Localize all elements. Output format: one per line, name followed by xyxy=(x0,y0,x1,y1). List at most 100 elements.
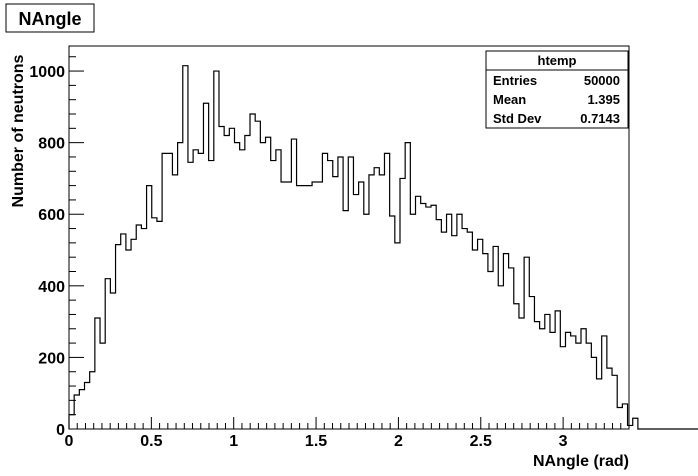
histogram-bin xyxy=(607,368,612,429)
x-tick-label: 3 xyxy=(559,433,568,450)
histogram-bin xyxy=(286,182,291,429)
stats-box-frame xyxy=(485,50,629,129)
histogram-bin xyxy=(198,153,203,429)
histogram-bin xyxy=(297,186,302,429)
stats-mean-label: Mean xyxy=(493,92,526,107)
stats-box: htemp Entries 50000 Mean 1.395 Std Dev 0… xyxy=(485,50,629,129)
histogram-bin xyxy=(467,232,472,429)
histogram-bin xyxy=(121,234,126,429)
y-axis: 0 200 400 600 800 1000 xyxy=(29,56,84,439)
histogram-bin xyxy=(586,343,591,429)
stats-stddev-value: 0.7143 xyxy=(580,111,620,126)
chart-title: NAngle xyxy=(19,9,82,29)
histogram-bin xyxy=(126,250,131,429)
histogram-bin xyxy=(493,246,498,429)
y-tick-label: 0 xyxy=(56,422,65,439)
histogram-bin xyxy=(498,286,503,429)
y-tick-label: 1000 xyxy=(29,64,65,81)
histogram-bin xyxy=(421,203,426,429)
histogram-bin xyxy=(100,343,105,429)
histogram-bin xyxy=(333,177,338,429)
histogram-bin xyxy=(224,135,229,429)
histogram-bin xyxy=(188,162,193,429)
stats-entries-label: Entries xyxy=(493,73,537,88)
histogram-bin xyxy=(410,214,415,429)
histogram-bin xyxy=(136,225,141,429)
histogram-bin xyxy=(384,153,389,429)
histogram-bin xyxy=(447,214,452,429)
histogram-bin xyxy=(612,375,617,429)
x-tick-label: 2.5 xyxy=(470,433,492,450)
title-box-frame xyxy=(5,3,95,33)
histogram-bin xyxy=(555,311,560,429)
histogram-bin xyxy=(472,250,477,429)
histogram-bin xyxy=(281,182,286,429)
histogram-bin xyxy=(359,182,364,429)
histogram-bin xyxy=(105,279,110,429)
histogram-bin xyxy=(452,236,457,429)
histogram-bin xyxy=(478,239,483,429)
histogram-bin xyxy=(255,121,260,429)
histogram-bin xyxy=(110,293,115,429)
histogram-bin xyxy=(529,297,534,429)
histogram-bin xyxy=(302,186,307,429)
histogram-bin xyxy=(622,404,627,429)
histogram-bin xyxy=(203,103,208,429)
histogram-bin xyxy=(85,382,90,429)
histogram-bin xyxy=(581,329,586,429)
histogram-bin xyxy=(436,220,441,429)
histogram-bin xyxy=(193,150,198,429)
histogram-bin xyxy=(141,229,146,429)
histogram-bin xyxy=(183,66,188,429)
histogram-bin xyxy=(483,254,488,429)
histogram-bin xyxy=(426,207,431,429)
histogram-bin xyxy=(209,161,214,429)
histogram-bin xyxy=(457,214,462,429)
histogram-bin xyxy=(379,175,384,429)
histogram-bin xyxy=(250,114,255,429)
stats-title: htemp xyxy=(538,53,577,68)
histogram-bin xyxy=(90,372,95,429)
histogram-bin xyxy=(534,322,539,429)
histogram-bin xyxy=(395,243,400,429)
title-box: NAngle xyxy=(5,3,95,33)
histogram-bin xyxy=(271,161,276,429)
x-axis-label: NAngle (rad) xyxy=(533,453,629,470)
histogram-bin xyxy=(524,257,529,429)
histogram-bin xyxy=(317,182,322,429)
stats-entries-value: 50000 xyxy=(584,73,620,88)
histogram-bin xyxy=(441,232,446,429)
y-axis-label: Number of neutrons xyxy=(10,54,27,207)
histogram-bin xyxy=(157,221,162,429)
histogram-bin xyxy=(514,304,519,429)
histogram-bin xyxy=(245,135,250,429)
x-axis: 0 0.5 1 1.5 2 2.5 3 xyxy=(65,417,630,450)
histogram-bin xyxy=(79,390,84,429)
histogram-bin xyxy=(147,186,152,429)
histogram-bin xyxy=(338,157,343,429)
histogram-bin xyxy=(503,254,508,429)
histogram-bin xyxy=(234,143,239,429)
histogram-bin xyxy=(343,211,348,429)
histogram-bin xyxy=(178,143,183,429)
x-tick-label: 2 xyxy=(394,433,403,450)
histogram-bin xyxy=(312,182,317,429)
histogram-bin xyxy=(152,218,157,429)
histogram-bin xyxy=(240,150,245,429)
histogram-bin xyxy=(571,336,576,429)
stats-mean-value: 1.395 xyxy=(587,92,620,107)
histogram-bin xyxy=(364,214,369,429)
histogram-bin xyxy=(167,153,172,429)
histogram-bin xyxy=(369,175,374,429)
histogram-bin xyxy=(405,143,410,429)
histogram-bin xyxy=(400,178,405,429)
histogram-bin xyxy=(95,318,100,429)
histogram-bin xyxy=(116,245,121,429)
y-tick-label: 200 xyxy=(38,350,65,367)
histogram-bin xyxy=(266,137,271,429)
y-tick-label: 400 xyxy=(38,279,65,296)
histogram-bin xyxy=(540,329,545,429)
histogram-bin xyxy=(229,128,234,429)
stats-stddev-label: Std Dev xyxy=(493,111,542,126)
